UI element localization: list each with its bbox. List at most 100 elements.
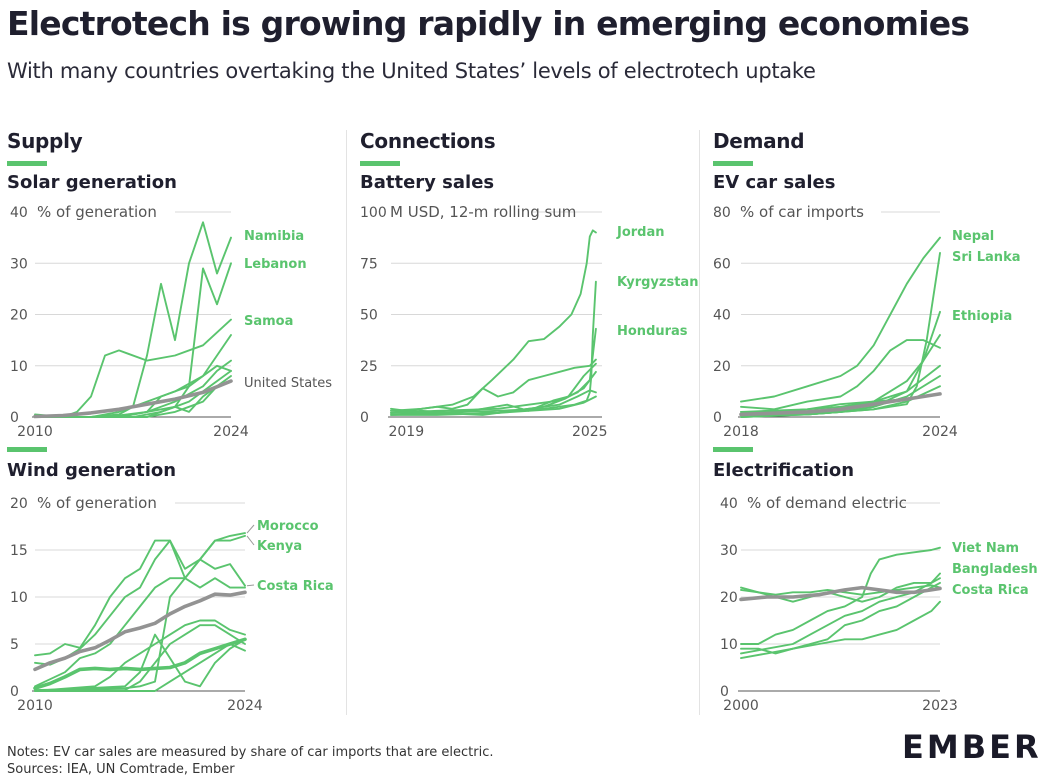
chart-battery-sales: Battery sales 0 25 50 75 100 M USD, 12-m rolli… xyxy=(360,172,698,440)
y-tick-label: 25 xyxy=(360,359,378,375)
y-tick-label: 30 xyxy=(720,543,738,559)
series-line-kenya xyxy=(34,534,246,692)
series-label-morocco: Morocco xyxy=(257,519,319,534)
series-label-kyrgyzstan: Kyrgyzstan xyxy=(617,275,698,290)
section-supply: Supply xyxy=(7,129,83,153)
y-tick-label: 0 xyxy=(720,684,729,700)
series-label-bangladesh: Bangladesh xyxy=(952,562,1038,577)
unit-label: M USD, 12-m rolling sum xyxy=(390,203,576,221)
series-line-other-3 xyxy=(34,577,246,688)
x-tick-label: 2010 xyxy=(17,424,53,440)
y-tick-label: 100 xyxy=(360,205,387,221)
y-tick-label: 0 xyxy=(360,410,369,426)
y-tick-label: 20 xyxy=(713,359,731,375)
series-line-united-states xyxy=(33,379,233,419)
series-line-other-8 xyxy=(33,637,247,690)
label-leader xyxy=(246,584,255,587)
y-tick-label: 0 xyxy=(713,410,722,426)
notes: Notes: EV car sales are measured by shar… xyxy=(7,744,493,778)
series-label-united-states: United States xyxy=(244,376,332,391)
series-line-other-4 xyxy=(740,334,941,416)
series-label-namibia: Namibia xyxy=(244,229,304,244)
series-line-other-3 xyxy=(740,339,941,411)
x-tick-label: 2019 xyxy=(388,424,424,440)
series-line-ethiopia xyxy=(740,310,941,418)
series-line-jordan xyxy=(390,229,597,412)
y-tick-label: 0 xyxy=(10,684,19,700)
y-tick-label: 5 xyxy=(10,637,19,653)
y-tick-label: 50 xyxy=(360,308,378,324)
chart-ev-car-sales: EV car sales 0 20 40 60 80 % of car imports 201… xyxy=(713,172,1021,440)
unit-label: % of demand electric xyxy=(747,494,907,512)
series-line-costa-rica xyxy=(740,584,941,596)
column-divider-left xyxy=(346,130,347,715)
section-connections-bar xyxy=(360,161,400,166)
y-tick-label: 40 xyxy=(720,496,738,512)
unit-label: % of generation xyxy=(37,494,157,512)
series-label-costa-rica: Costa Rica xyxy=(952,583,1029,598)
y-tick-label: 30 xyxy=(10,256,28,272)
x-tick-label: 2024 xyxy=(922,424,958,440)
series-label-honduras: Honduras xyxy=(617,324,688,339)
y-tick-label: 20 xyxy=(10,308,28,324)
y-tick-label: 0 xyxy=(10,410,19,426)
series-line-other-7 xyxy=(34,375,232,418)
series-line-other-3 xyxy=(390,358,597,412)
series-line-viet-nam xyxy=(740,546,941,645)
series-label-ethiopia: Ethiopia xyxy=(952,309,1012,324)
chart-title: Solar generation xyxy=(7,172,177,193)
label-leader xyxy=(246,524,255,534)
section-connections: Connections xyxy=(360,129,496,153)
y-tick-label: 15 xyxy=(10,543,28,559)
section-demand-bar xyxy=(713,161,753,166)
y-tick-label: 75 xyxy=(360,256,378,272)
series-label-lebanon: Lebanon xyxy=(244,257,307,272)
series-label-costa-rica: Costa Rica xyxy=(257,579,334,594)
y-tick-label: 20 xyxy=(10,496,28,512)
chart-solar-generation: Solar generation 0 10 20 30 40 % of generation… xyxy=(7,172,332,440)
series-line-other-9 xyxy=(739,392,942,417)
series-label-samoa: Samoa xyxy=(244,314,293,329)
series-label-jordan: Jordan xyxy=(616,225,665,240)
y-tick-label: 40 xyxy=(713,308,731,324)
series-label-viet-nam: Viet Nam xyxy=(952,541,1019,556)
notes-text: Notes: EV car sales are measured by shar… xyxy=(7,745,494,760)
series-line-other-7 xyxy=(34,633,246,692)
chart-title: Battery sales xyxy=(360,172,494,193)
label-leader xyxy=(246,535,255,546)
x-tick-label: 2024 xyxy=(213,424,249,440)
x-tick-label: 2000 xyxy=(723,698,759,714)
chart-electrification: Electrification 0 10 20 30 40 % of demand elec… xyxy=(713,460,1038,714)
series-line-other-5 xyxy=(34,364,232,418)
series-line-costa-rica xyxy=(34,539,246,666)
chart-title: EV car sales xyxy=(713,172,835,193)
section-demand-bar-2 xyxy=(713,447,753,452)
page-subtitle: With many countries overtaking the Unite… xyxy=(7,59,816,83)
unit-label: % of generation xyxy=(37,203,157,221)
series-label-kenya: Kenya xyxy=(257,539,302,554)
section-supply-bar xyxy=(7,161,47,166)
x-tick-label: 2023 xyxy=(922,698,958,714)
x-tick-label: 2010 xyxy=(17,698,53,714)
y-tick-label: 40 xyxy=(10,205,28,221)
series-line-nepal xyxy=(740,236,941,403)
chart-title: Wind generation xyxy=(7,460,176,481)
unit-label: % of car imports xyxy=(740,203,864,221)
y-tick-label: 60 xyxy=(713,256,731,272)
x-tick-label: 2018 xyxy=(723,424,759,440)
x-tick-label: 2024 xyxy=(227,698,263,714)
section-demand: Demand xyxy=(713,129,805,153)
series-line-other-7 xyxy=(390,395,597,416)
series-label-sri-lanka: Sri Lanka xyxy=(952,250,1021,265)
y-tick-label: 80 xyxy=(713,205,731,221)
series-line-other-9 xyxy=(33,590,247,672)
sources-text: Sources: IEA, UN Comtrade, Ember xyxy=(7,762,235,777)
series-line-other-5 xyxy=(34,624,246,692)
section-supply-bar-2 xyxy=(7,447,47,452)
series-line-other-4 xyxy=(740,581,941,655)
y-tick-label: 10 xyxy=(10,359,28,375)
series-label-nepal: Nepal xyxy=(952,229,994,244)
series-line-other-6 xyxy=(390,389,597,414)
series-line-other-4 xyxy=(34,619,246,692)
y-tick-label: 10 xyxy=(10,590,28,606)
